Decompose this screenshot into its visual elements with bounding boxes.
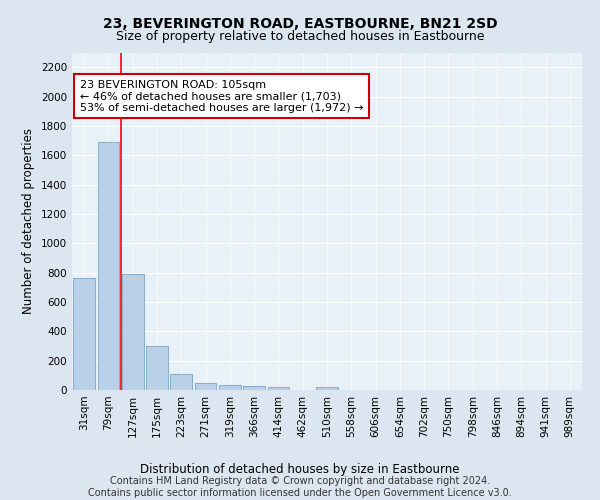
Bar [122, 274, 143, 390]
Bar [170, 374, 192, 390]
Text: Contains HM Land Registry data © Crown copyright and database right 2024.
Contai: Contains HM Land Registry data © Crown c… [88, 476, 512, 498]
Bar [194, 384, 217, 390]
Bar [219, 386, 241, 390]
Bar [243, 386, 265, 390]
Text: Distribution of detached houses by size in Eastbourne: Distribution of detached houses by size … [140, 462, 460, 475]
Text: 23 BEVERINGTON ROAD: 105sqm
← 46% of detached houses are smaller (1,703)
53% of : 23 BEVERINGTON ROAD: 105sqm ← 46% of det… [80, 80, 363, 112]
Text: 23, BEVERINGTON ROAD, EASTBOURNE, BN21 2SD: 23, BEVERINGTON ROAD, EASTBOURNE, BN21 2… [103, 18, 497, 32]
Text: Size of property relative to detached houses in Eastbourne: Size of property relative to detached ho… [116, 30, 484, 43]
Bar [97, 142, 119, 390]
Bar [316, 387, 338, 390]
Bar [268, 387, 289, 390]
Y-axis label: Number of detached properties: Number of detached properties [22, 128, 35, 314]
Bar [73, 278, 95, 390]
Bar [146, 346, 168, 390]
